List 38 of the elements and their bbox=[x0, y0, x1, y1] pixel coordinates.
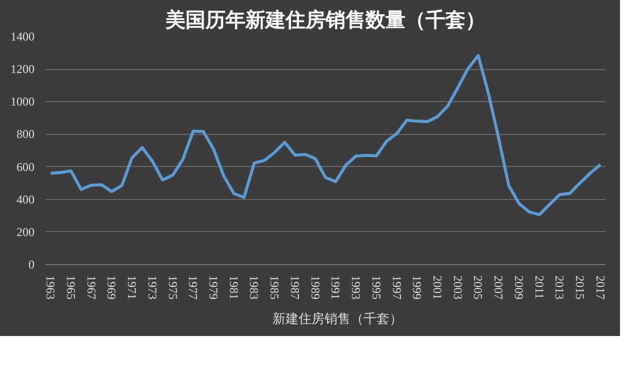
x-tick-label: 1989 bbox=[308, 276, 322, 300]
x-tick-label: 1965 bbox=[64, 276, 78, 300]
y-tick-label: 200 bbox=[16, 224, 34, 239]
x-tick-label: 2011 bbox=[532, 276, 546, 300]
x-tick-label: 2001 bbox=[430, 276, 444, 300]
y-tick-label: 800 bbox=[16, 127, 34, 142]
y-tick-label: 1200 bbox=[10, 62, 34, 76]
y-tick-label: 1400 bbox=[10, 30, 34, 44]
x-tick-label: 1979 bbox=[206, 276, 220, 300]
x-tick-label: 1993 bbox=[349, 276, 364, 300]
x-tick-label: 1981 bbox=[226, 276, 241, 300]
y-tick-label: 0 bbox=[28, 258, 34, 272]
x-tick-label: 2003 bbox=[450, 276, 465, 300]
x-tick-label: 1977 bbox=[186, 276, 200, 300]
x-tick-label: 2017 bbox=[593, 276, 608, 300]
x-tick-label: 1991 bbox=[328, 276, 343, 300]
text: 新建住房销售（千套） bbox=[272, 310, 402, 328]
x-tick-label: 1967 bbox=[84, 276, 98, 300]
y-tick-label: 400 bbox=[16, 192, 34, 206]
x-tick-label: 1997 bbox=[390, 276, 404, 300]
x-tick-label: 2007 bbox=[492, 276, 506, 300]
x-tick-label: 1969 bbox=[104, 276, 119, 300]
y-tick-label: 1000 bbox=[10, 94, 34, 109]
y-tick-label: 600 bbox=[16, 160, 34, 174]
x-tick-label: 1999 bbox=[410, 276, 424, 300]
x-tick-label: 2015 bbox=[573, 276, 588, 300]
x-tick-label: 1995 bbox=[369, 276, 384, 300]
chart-title: 美国历年新建住房销售数量（千套） bbox=[164, 8, 486, 32]
x-tick-label: 1985 bbox=[268, 276, 282, 300]
x-tick-label: 2009 bbox=[512, 276, 526, 300]
x-tick-label: 1971 bbox=[125, 276, 140, 300]
x-tick-label: 2005 bbox=[471, 276, 486, 300]
x-tick-label: 1983 bbox=[247, 276, 262, 300]
x-tick-label: 1963 bbox=[44, 276, 58, 300]
x-tick-label: 1973 bbox=[145, 276, 160, 300]
x-tick-label: 2013 bbox=[552, 276, 567, 300]
x-tick-label: 1975 bbox=[166, 276, 180, 300]
x-tick-label: 1987 bbox=[288, 276, 302, 300]
